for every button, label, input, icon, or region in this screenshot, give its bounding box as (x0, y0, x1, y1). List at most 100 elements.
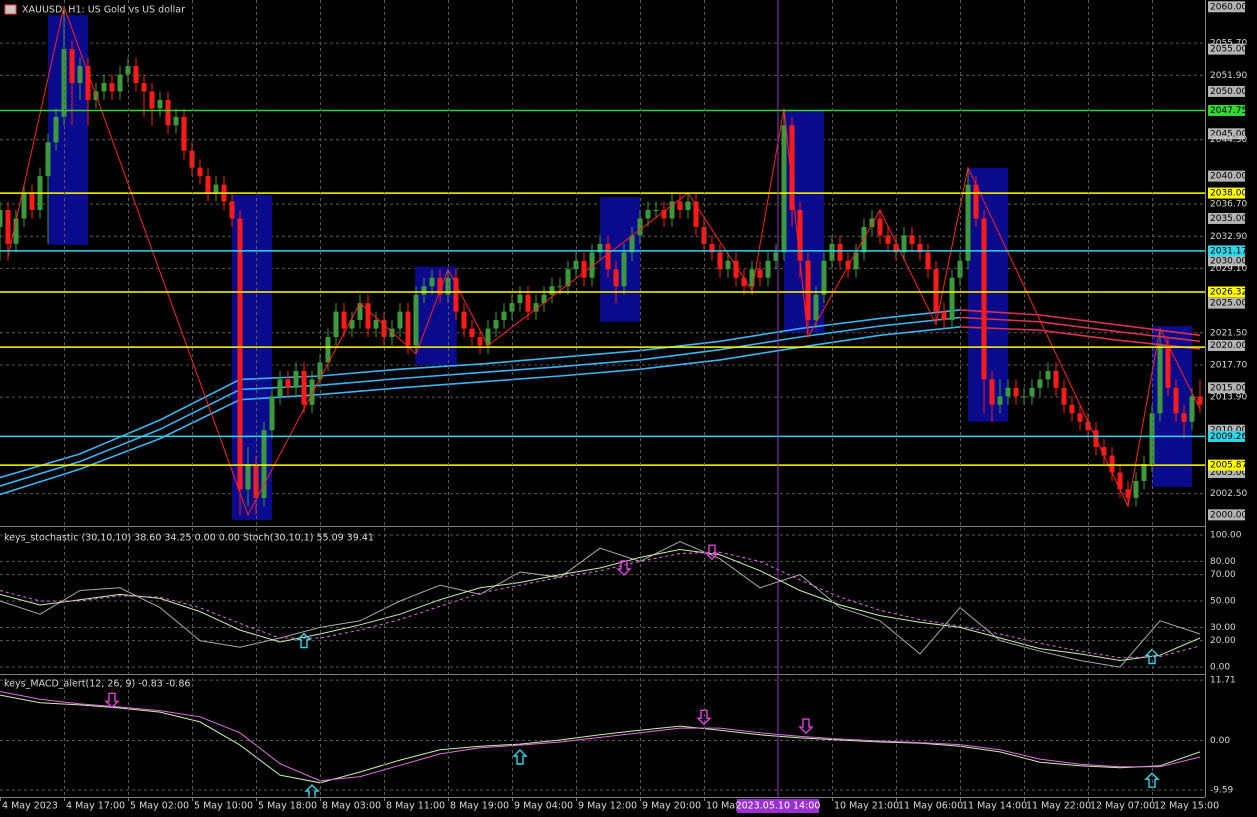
price-box (1208, 170, 1245, 182)
stochastic-line (0, 548, 1201, 662)
candle-body (53, 116, 59, 143)
candle-body (917, 243, 923, 253)
candle-body (285, 379, 291, 388)
candle-body (901, 235, 907, 253)
x-tick-label: 4 May 17:00 (66, 801, 125, 812)
x-tick-label: 4 May 2023 (2, 801, 58, 812)
candle-body (277, 379, 283, 397)
y-tick-label: 80.00 (1210, 557, 1236, 567)
main-panel (0, 5, 1205, 520)
y-tick-label: 11.71 (1210, 676, 1236, 686)
level-label: 2005.87 (1210, 461, 1247, 471)
candle-body (949, 277, 955, 321)
x-tick-label: 10 May (706, 801, 741, 812)
candle-body (741, 277, 747, 287)
candle-body (61, 49, 67, 117)
signal-arrow (104, 692, 120, 709)
candle-body (629, 235, 635, 253)
candle-body (1101, 447, 1107, 456)
candle-body (445, 277, 451, 295)
candle-body (157, 99, 163, 109)
level-box (1208, 430, 1245, 442)
moving-average (0, 316, 961, 487)
candle-body (733, 260, 739, 278)
price-box (1208, 85, 1245, 97)
candle-body (749, 269, 755, 287)
moving-average (0, 309, 961, 479)
candle-body (957, 260, 963, 278)
candle-body (413, 294, 419, 346)
candle-body (973, 184, 979, 219)
x-tick-label: 11 May 22:00 (1026, 801, 1091, 812)
candle-body (853, 252, 859, 270)
candle-body (397, 311, 403, 329)
y-tick-label: 2005.00 (1210, 468, 1247, 478)
candle-body (317, 362, 323, 380)
candle-body (669, 201, 675, 219)
candle-body (1037, 379, 1043, 388)
candle-body (325, 337, 331, 363)
candle-body (1005, 387, 1011, 397)
candle-body (877, 218, 883, 236)
candle-body (661, 210, 667, 219)
x-tick-label: 8 May 11:00 (386, 801, 445, 812)
signal-arrow (296, 632, 312, 649)
stochastic-panel (0, 534, 1205, 668)
candle-body (981, 218, 987, 380)
level-label: 2009.26 (1210, 432, 1247, 442)
stochastic-line (0, 551, 1201, 659)
x-tick-label: 11 May 14:00 (962, 801, 1027, 812)
candle-body (269, 396, 275, 431)
candle-body (613, 269, 619, 287)
y-tick-label: 2060.00 (1210, 2, 1247, 12)
candle-body (1165, 345, 1171, 388)
candle-body (101, 82, 107, 92)
candle-body (125, 66, 131, 75)
y-tick-label: 20.00 (1210, 636, 1236, 646)
candle-body (941, 311, 947, 321)
y-tick-label: -9.59 (1210, 785, 1234, 795)
candle-body (773, 252, 779, 261)
y-tick-label: 50.00 (1210, 597, 1236, 607)
signal-arrow (798, 718, 814, 735)
price-box (1208, 1, 1245, 13)
y-tick-label: 2050.00 (1210, 87, 1247, 97)
signal-arrow (616, 560, 632, 576)
candle-body (597, 243, 603, 253)
candle-body (605, 243, 611, 270)
candle-body (757, 269, 763, 278)
candle-body (557, 286, 563, 288)
candle-body (653, 210, 659, 211)
candle-body (485, 328, 491, 346)
y-tick-label: 2029.10 (1210, 264, 1247, 274)
y-tick-label: 2030.00 (1210, 256, 1247, 266)
candle-body (461, 311, 467, 329)
candle-body (549, 286, 555, 295)
candle-body (1053, 370, 1059, 388)
candle-body (1061, 387, 1067, 405)
y-tick-label: 2020.00 (1210, 341, 1247, 351)
candle-body (341, 311, 347, 329)
candle-body (1085, 421, 1091, 431)
signal-arrow (304, 784, 320, 797)
candle-body (909, 235, 915, 244)
candle-body (0, 210, 3, 227)
candle-body (149, 91, 155, 109)
price-box (1208, 467, 1245, 478)
candle-body (1069, 404, 1075, 414)
candle-body (181, 116, 187, 151)
level-box (1208, 187, 1245, 199)
zigzag (7, 5, 1201, 517)
candle-body (869, 218, 875, 227)
candle-body (1109, 455, 1115, 473)
candle-body (821, 260, 827, 295)
y-tick-label: 30.00 (1210, 623, 1236, 633)
candle-body (677, 201, 683, 210)
y-tick-label: 2000.00 (1210, 510, 1247, 520)
candle-body (77, 66, 83, 83)
candle-body (501, 311, 507, 321)
y-tick-label: 2032.90 (1210, 232, 1247, 242)
level-label: 2047.75 (1210, 106, 1247, 116)
candle-body (781, 125, 787, 253)
